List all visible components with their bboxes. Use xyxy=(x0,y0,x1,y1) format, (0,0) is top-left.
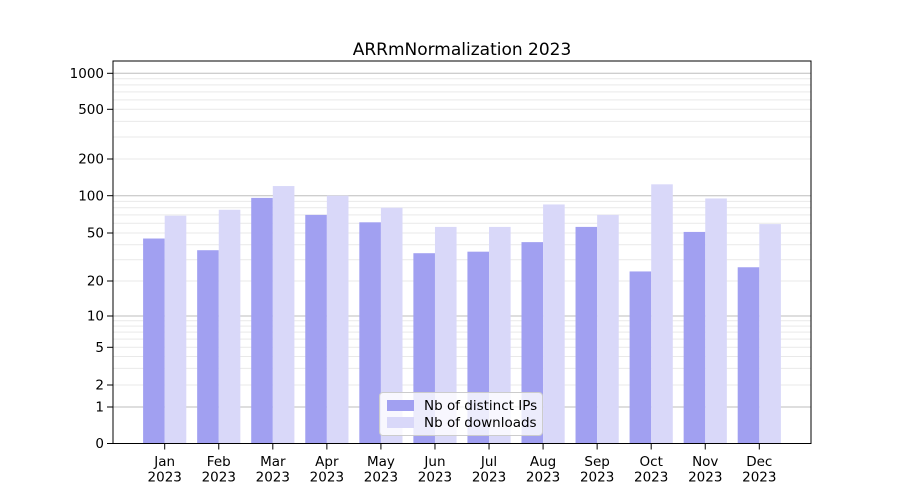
x-tick-label: Mar 2023 xyxy=(256,454,290,486)
bar-nb-of-downloads xyxy=(759,224,781,444)
y-tick-label: 2 xyxy=(95,378,104,394)
legend-swatch-downloads xyxy=(387,417,414,428)
bar-nb-of-downloads xyxy=(705,198,727,444)
bar-nb-of-distinct-ips xyxy=(737,267,760,444)
plot-border xyxy=(112,60,812,444)
y-tick-label: 1000 xyxy=(70,66,104,82)
y-tick-label: 20 xyxy=(87,274,104,290)
chart-title: ARRmNormalization 2023 xyxy=(352,40,572,60)
bar-nb-of-downloads xyxy=(543,204,565,444)
y-tick-label: 1 xyxy=(95,400,104,416)
bar-nb-of-downloads xyxy=(597,214,619,444)
y-tick-label: 10 xyxy=(87,309,104,325)
x-tick-label: Aug 2023 xyxy=(526,454,560,486)
bar-nb-of-distinct-ips xyxy=(143,238,165,444)
bar-nb-of-downloads xyxy=(272,186,295,444)
bar-nb-of-distinct-ips xyxy=(629,271,652,444)
bar-nb-of-downloads xyxy=(326,195,349,444)
y-tick-label: 200 xyxy=(78,152,104,168)
bar-nb-of-downloads xyxy=(164,215,187,444)
x-tick-label: Feb 2023 xyxy=(202,454,236,486)
legend-swatch-distinct-ips xyxy=(387,400,414,411)
y-tick-label: 50 xyxy=(87,226,104,242)
legend: Nb of distinct IPs Nb of downloads xyxy=(379,392,543,436)
x-tick-label: Dec 2023 xyxy=(742,454,776,486)
x-tick-label: Jul 2023 xyxy=(472,454,506,486)
x-tick-label: Oct 2023 xyxy=(634,454,668,486)
x-tick-label: Jun 2023 xyxy=(418,454,452,486)
axes-frame xyxy=(112,60,812,444)
bar-nb-of-distinct-ips xyxy=(359,222,381,444)
legend-label-distinct-ips: Nb of distinct IPs xyxy=(424,397,538,414)
bar-nb-of-downloads xyxy=(434,226,457,444)
legend-row-downloads: Nb of downloads xyxy=(387,414,537,431)
legend-row-distinct-ips: Nb of distinct IPs xyxy=(387,397,538,414)
x-tick-label: May 2023 xyxy=(364,454,398,486)
bar-nb-of-downloads xyxy=(380,207,403,444)
x-tick-label: Apr 2023 xyxy=(310,454,344,486)
tick-labels: 0 1 2 5 10 20 50 100 200 500 1000 Jan 2023 Feb 2023 Mar… xyxy=(70,66,777,486)
tick-marks xyxy=(107,72,760,450)
bar-nb-of-downloads xyxy=(489,226,511,444)
bar-nb-of-downloads xyxy=(651,184,673,444)
y-tick-label: 100 xyxy=(78,188,104,204)
x-tick-label: Jan 2023 xyxy=(148,454,182,486)
bar-nb-of-distinct-ips xyxy=(305,214,327,444)
legend-label-downloads: Nb of downloads xyxy=(424,414,537,431)
bar-nb-of-distinct-ips xyxy=(575,226,598,444)
bar-nb-of-distinct-ips xyxy=(251,197,273,444)
bar-nb-of-distinct-ips xyxy=(683,231,706,444)
x-tick-label: Nov 2023 xyxy=(688,454,722,486)
y-tick-label: 0 xyxy=(95,436,104,452)
y-tick-label: 5 xyxy=(95,340,104,356)
bar-nb-of-downloads xyxy=(218,209,241,444)
y-tick-label: 500 xyxy=(78,102,104,118)
bar-nb-of-distinct-ips xyxy=(197,250,219,444)
x-tick-label: Sep 2023 xyxy=(580,454,614,486)
